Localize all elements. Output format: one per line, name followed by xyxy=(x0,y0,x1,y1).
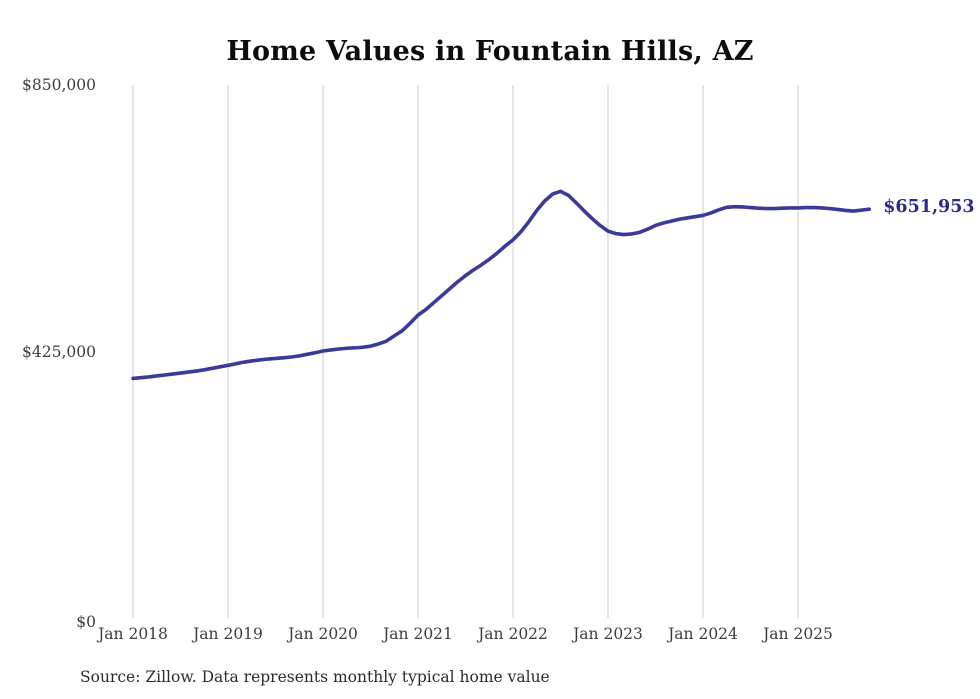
y-tick-label: $0 xyxy=(76,613,96,631)
y-tick-label: $425,000 xyxy=(22,342,96,361)
x-tick-label: Jan 2019 xyxy=(193,625,263,643)
x-tick-label: Jan 2025 xyxy=(763,625,833,643)
x-tick-label: Jan 2018 xyxy=(98,625,168,643)
x-tick-label: Jan 2022 xyxy=(478,625,548,643)
home-value-line xyxy=(131,189,872,381)
source-note: Source: Zillow. Data represents monthly … xyxy=(80,668,550,686)
x-tick-label: Jan 2020 xyxy=(288,625,358,643)
x-tick-label: Jan 2024 xyxy=(668,625,738,643)
y-tick-label: $850,000 xyxy=(22,76,96,94)
x-tick-label: Jan 2021 xyxy=(383,625,453,643)
x-tick-label: Jan 2023 xyxy=(573,625,643,643)
latest-value-label: $651,953 xyxy=(883,197,975,218)
chart-title: Home Values in Fountain Hills, AZ xyxy=(226,36,754,67)
